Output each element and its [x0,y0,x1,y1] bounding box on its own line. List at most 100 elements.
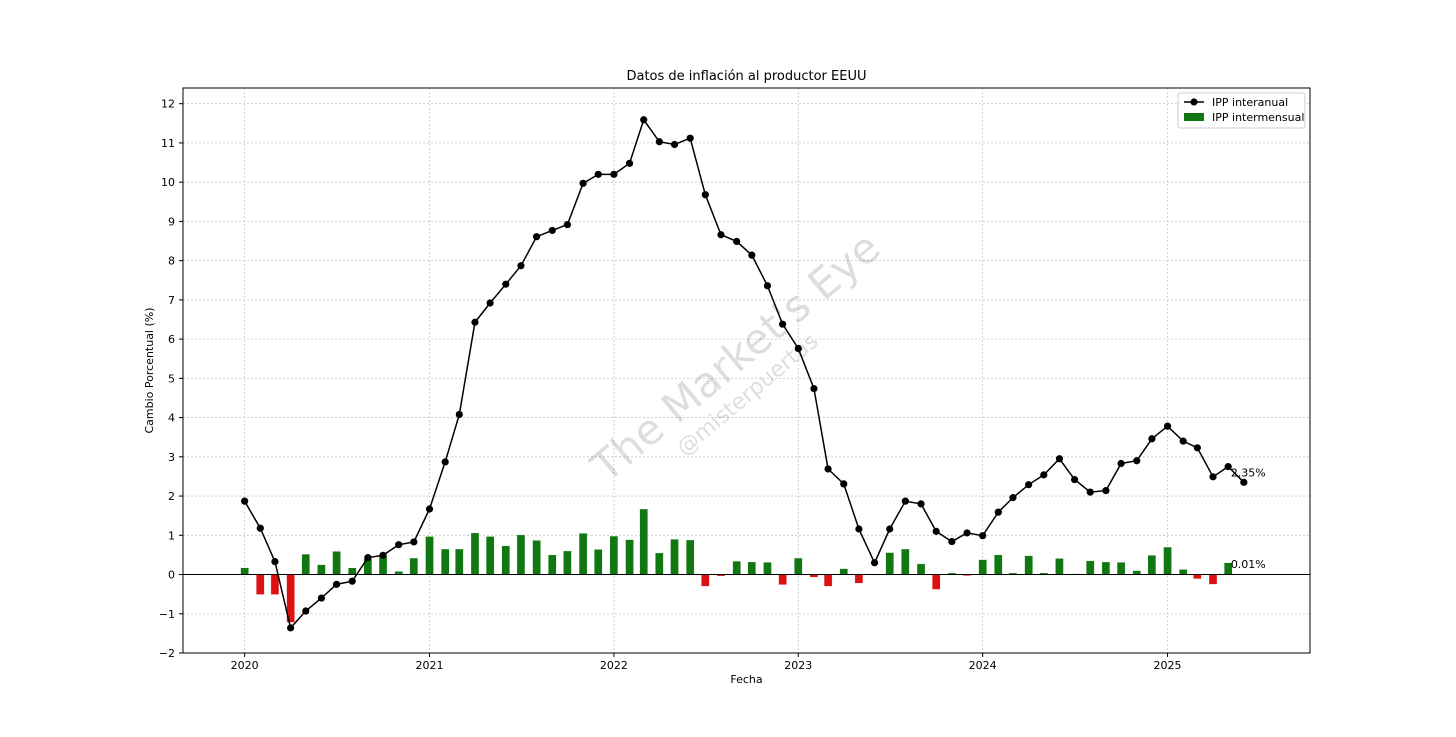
line-point [1240,478,1248,486]
bar [978,559,987,575]
line-point [1148,435,1156,443]
bar [1208,574,1218,585]
bar [916,563,926,575]
line-point [548,226,556,235]
bar-series [240,508,1248,623]
line-point [286,624,295,632]
bar [548,554,557,575]
x-tick-label: 2020 [231,659,259,672]
y-tick-label: −1 [159,608,175,621]
bar [885,552,894,575]
bar [516,534,526,575]
watermark: The Market's Eye @misterpuertas [581,222,889,491]
line-point [733,237,741,246]
line-point [379,551,387,559]
line-point [241,497,249,505]
legend-bar-swatch [1184,113,1204,121]
x-axis: 2020 2021 2022 2023 2024 2025 [231,653,1182,672]
bar [501,545,510,575]
legend-marker [1190,98,1198,106]
legend-label-bar: IPP intermensual [1212,111,1304,124]
y-tick-label: 0 [168,569,175,582]
y-tick-label: 4 [168,412,175,425]
line-point [855,525,863,533]
line-point [1117,459,1125,468]
y-tick-label: 7 [168,294,175,307]
line-point [840,480,848,488]
bar [639,508,648,575]
line-point [779,320,787,328]
line-point [640,116,648,124]
y-tick-label: 3 [168,451,175,464]
bar [485,536,495,575]
bar [655,552,664,575]
line-point [332,580,341,588]
line-point [579,179,587,187]
bar [625,539,634,575]
bar [686,539,695,575]
line-point [1040,471,1048,479]
bar [348,567,357,575]
x-axis-label: Fecha [730,673,762,686]
line-point [517,262,525,270]
line-point [1025,481,1033,489]
line-point [748,251,756,259]
bar [532,540,541,575]
line-point [610,170,618,178]
line-point [364,554,372,562]
x-tick-label: 2023 [784,659,812,672]
y-tick-label: 9 [168,215,175,228]
line-point [917,500,925,508]
bar [270,574,280,595]
line-point [410,538,418,546]
y-tick-label: 2 [168,490,175,503]
line-point [1009,494,1017,502]
bar [1163,546,1172,575]
line-point [1209,473,1217,481]
value-annotation: 2.35% [1231,466,1266,479]
bar [332,551,341,575]
line-point [870,559,879,567]
bar [301,553,310,575]
line-point [271,557,279,566]
bar [1132,570,1141,575]
line-point [886,525,894,533]
line-point [441,458,449,466]
line-point [1163,422,1172,430]
bar [732,561,741,575]
bar [256,574,265,595]
line-point [763,282,772,290]
line-point [302,607,310,615]
line-point [810,384,818,393]
x-tick-label: 2024 [969,659,997,672]
bar [563,550,572,575]
bar [240,567,249,575]
value-annotation: 0.01% [1231,558,1266,571]
legend-label-line: IPP interanual [1212,96,1288,109]
bar [609,535,619,575]
bar [441,548,450,575]
line-point [979,532,987,540]
line-point [502,280,510,288]
line-point [994,508,1002,516]
y-axis-label: Cambio Porcentual (%) [143,307,156,433]
y-tick-label: 8 [168,255,175,268]
line-point [471,318,479,326]
line-point [963,529,971,537]
line-point [1193,444,1201,452]
line-point [670,140,679,149]
x-tick-label: 2022 [600,659,628,672]
x-tick-label: 2025 [1154,659,1182,672]
bar [839,568,848,575]
y-tick-label: 6 [168,333,175,346]
line-point [425,505,434,513]
line-point [932,527,940,535]
bar [470,532,480,575]
bar [670,539,679,575]
bar [747,561,756,575]
line-point [594,170,602,178]
line-point [1133,457,1141,465]
line-point [317,594,326,602]
bar [778,574,787,585]
bar [1055,558,1064,575]
